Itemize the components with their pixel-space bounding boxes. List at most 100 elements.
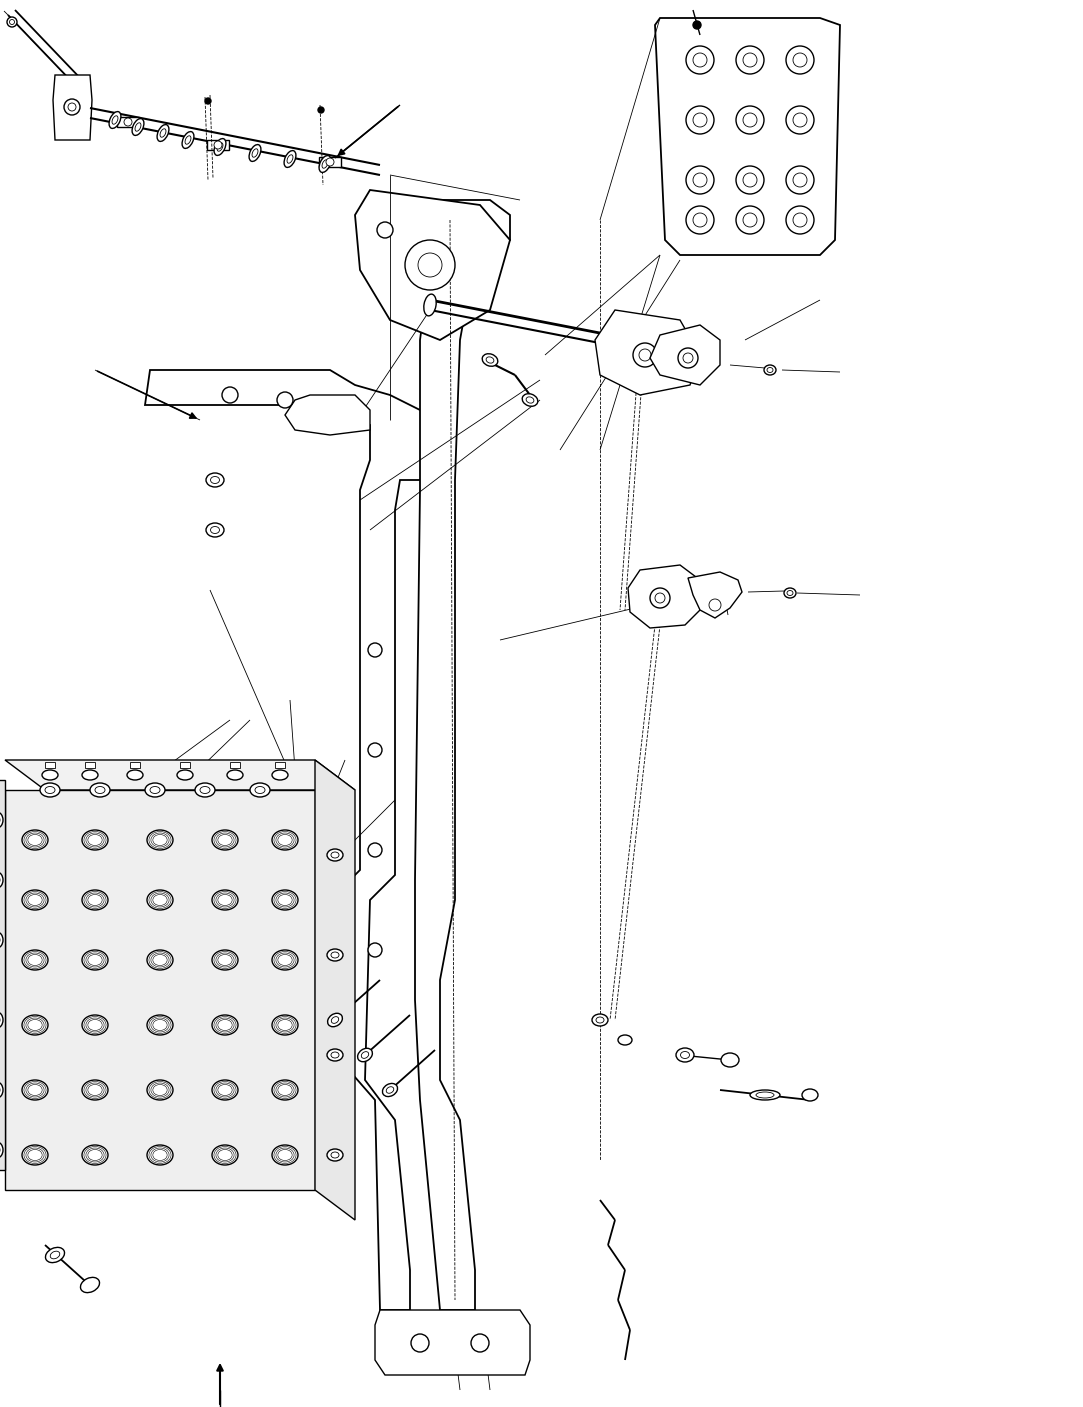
Polygon shape bbox=[628, 566, 700, 628]
Ellipse shape bbox=[784, 588, 796, 598]
Ellipse shape bbox=[42, 770, 58, 779]
Circle shape bbox=[786, 106, 814, 134]
Ellipse shape bbox=[764, 364, 777, 376]
Ellipse shape bbox=[82, 1081, 108, 1100]
Ellipse shape bbox=[272, 891, 298, 910]
Ellipse shape bbox=[212, 1014, 238, 1036]
Ellipse shape bbox=[50, 1251, 60, 1259]
Ellipse shape bbox=[185, 136, 191, 144]
Circle shape bbox=[683, 353, 693, 363]
Circle shape bbox=[205, 98, 211, 104]
Circle shape bbox=[377, 222, 393, 238]
Ellipse shape bbox=[82, 891, 108, 910]
Ellipse shape bbox=[618, 1036, 632, 1045]
Ellipse shape bbox=[327, 948, 343, 961]
Ellipse shape bbox=[250, 784, 270, 796]
Circle shape bbox=[786, 46, 814, 75]
Circle shape bbox=[743, 173, 757, 187]
Ellipse shape bbox=[272, 1081, 298, 1100]
Ellipse shape bbox=[272, 1145, 298, 1165]
Ellipse shape bbox=[287, 155, 293, 163]
Circle shape bbox=[736, 166, 764, 194]
Circle shape bbox=[793, 173, 807, 187]
Circle shape bbox=[793, 53, 807, 68]
Ellipse shape bbox=[331, 953, 339, 958]
Ellipse shape bbox=[721, 1052, 739, 1067]
Ellipse shape bbox=[82, 1014, 108, 1036]
Circle shape bbox=[6, 17, 17, 27]
Circle shape bbox=[693, 113, 707, 127]
Ellipse shape bbox=[227, 770, 243, 779]
Circle shape bbox=[64, 98, 80, 115]
Ellipse shape bbox=[0, 1142, 3, 1158]
Circle shape bbox=[632, 343, 657, 367]
Circle shape bbox=[368, 643, 382, 657]
Ellipse shape bbox=[319, 156, 331, 173]
Ellipse shape bbox=[327, 1013, 342, 1027]
Circle shape bbox=[793, 212, 807, 227]
Circle shape bbox=[123, 118, 132, 127]
Ellipse shape bbox=[135, 122, 141, 131]
Circle shape bbox=[686, 106, 714, 134]
Ellipse shape bbox=[526, 397, 534, 404]
Circle shape bbox=[693, 21, 701, 30]
Ellipse shape bbox=[22, 1145, 48, 1165]
Circle shape bbox=[412, 1334, 429, 1352]
Ellipse shape bbox=[22, 1081, 48, 1100]
Ellipse shape bbox=[95, 787, 105, 794]
Ellipse shape bbox=[0, 812, 3, 827]
Circle shape bbox=[326, 158, 334, 166]
Ellipse shape bbox=[147, 1014, 173, 1036]
Circle shape bbox=[686, 46, 714, 75]
Ellipse shape bbox=[0, 931, 3, 948]
Circle shape bbox=[405, 241, 455, 290]
Circle shape bbox=[743, 53, 757, 68]
Polygon shape bbox=[275, 763, 285, 768]
Circle shape bbox=[368, 843, 382, 857]
Ellipse shape bbox=[331, 1017, 339, 1023]
Circle shape bbox=[650, 588, 670, 608]
Ellipse shape bbox=[272, 770, 288, 779]
Ellipse shape bbox=[210, 526, 220, 533]
Circle shape bbox=[686, 205, 714, 234]
Ellipse shape bbox=[680, 1051, 690, 1058]
Ellipse shape bbox=[482, 353, 498, 366]
Ellipse shape bbox=[212, 950, 238, 969]
Ellipse shape bbox=[109, 111, 121, 128]
Ellipse shape bbox=[82, 1145, 108, 1165]
Ellipse shape bbox=[182, 132, 194, 148]
Ellipse shape bbox=[756, 1092, 774, 1097]
Polygon shape bbox=[180, 763, 190, 768]
Circle shape bbox=[693, 53, 707, 68]
Ellipse shape bbox=[212, 891, 238, 910]
Circle shape bbox=[418, 253, 442, 277]
Circle shape bbox=[793, 113, 807, 127]
Polygon shape bbox=[230, 763, 240, 768]
Ellipse shape bbox=[272, 950, 298, 969]
Ellipse shape bbox=[147, 830, 173, 850]
Polygon shape bbox=[0, 779, 5, 1171]
Ellipse shape bbox=[200, 787, 210, 794]
Circle shape bbox=[736, 205, 764, 234]
Polygon shape bbox=[650, 325, 720, 386]
Circle shape bbox=[786, 205, 814, 234]
Circle shape bbox=[318, 107, 324, 113]
Ellipse shape bbox=[676, 1048, 694, 1062]
Ellipse shape bbox=[357, 1048, 373, 1062]
Ellipse shape bbox=[255, 787, 265, 794]
Polygon shape bbox=[688, 573, 742, 618]
Polygon shape bbox=[53, 75, 92, 141]
Ellipse shape bbox=[206, 523, 224, 537]
Circle shape bbox=[686, 166, 714, 194]
Ellipse shape bbox=[112, 115, 118, 124]
Ellipse shape bbox=[210, 477, 220, 484]
Polygon shape bbox=[390, 200, 510, 1310]
Ellipse shape bbox=[80, 1278, 100, 1293]
Circle shape bbox=[639, 349, 651, 362]
Ellipse shape bbox=[522, 394, 538, 407]
Polygon shape bbox=[207, 141, 229, 151]
Circle shape bbox=[222, 387, 238, 402]
Circle shape bbox=[693, 212, 707, 227]
Ellipse shape bbox=[45, 787, 55, 794]
Ellipse shape bbox=[327, 1050, 343, 1061]
